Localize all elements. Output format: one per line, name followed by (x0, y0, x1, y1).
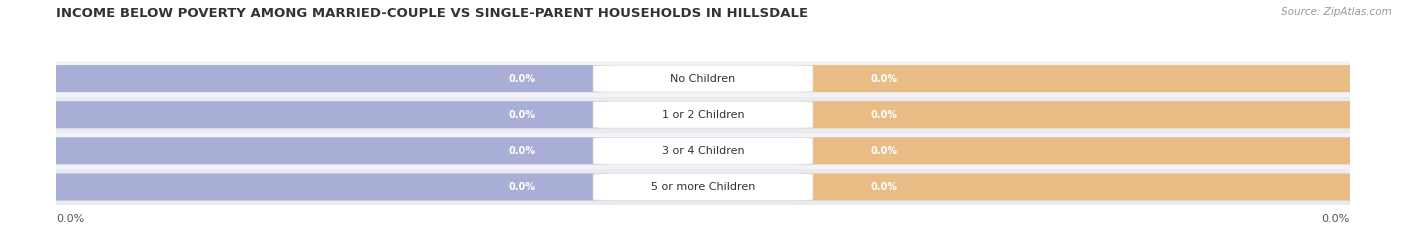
Text: 0.0%: 0.0% (870, 110, 897, 120)
Text: 0.0%: 0.0% (870, 182, 897, 192)
Bar (56, 133, 1350, 169)
FancyBboxPatch shape (797, 65, 1360, 92)
Text: 0.0%: 0.0% (870, 146, 897, 156)
FancyBboxPatch shape (593, 137, 813, 164)
Text: No Children: No Children (671, 74, 735, 84)
FancyBboxPatch shape (797, 137, 1360, 164)
Text: 0.0%: 0.0% (509, 74, 536, 84)
FancyBboxPatch shape (797, 173, 1360, 201)
Text: 5 or more Children: 5 or more Children (651, 182, 755, 192)
FancyBboxPatch shape (46, 137, 609, 164)
Text: Source: ZipAtlas.com: Source: ZipAtlas.com (1281, 7, 1392, 17)
FancyBboxPatch shape (797, 101, 1360, 128)
Text: INCOME BELOW POVERTY AMONG MARRIED-COUPLE VS SINGLE-PARENT HOUSEHOLDS IN HILLSDA: INCOME BELOW POVERTY AMONG MARRIED-COUPL… (56, 7, 808, 20)
Text: 0.0%: 0.0% (509, 146, 536, 156)
Bar (56, 61, 1350, 97)
FancyBboxPatch shape (46, 101, 609, 128)
Text: 0.0%: 0.0% (56, 214, 84, 224)
Text: 0.0%: 0.0% (509, 182, 536, 192)
FancyBboxPatch shape (593, 65, 813, 92)
FancyBboxPatch shape (593, 174, 813, 200)
Text: 0.0%: 0.0% (1322, 214, 1350, 224)
Bar (56, 97, 1350, 133)
FancyBboxPatch shape (46, 65, 609, 92)
FancyBboxPatch shape (593, 101, 813, 128)
FancyBboxPatch shape (46, 173, 609, 201)
Text: 0.0%: 0.0% (870, 74, 897, 84)
Text: 3 or 4 Children: 3 or 4 Children (662, 146, 744, 156)
Bar (56, 169, 1350, 205)
Text: 1 or 2 Children: 1 or 2 Children (662, 110, 744, 120)
Text: 0.0%: 0.0% (509, 110, 536, 120)
